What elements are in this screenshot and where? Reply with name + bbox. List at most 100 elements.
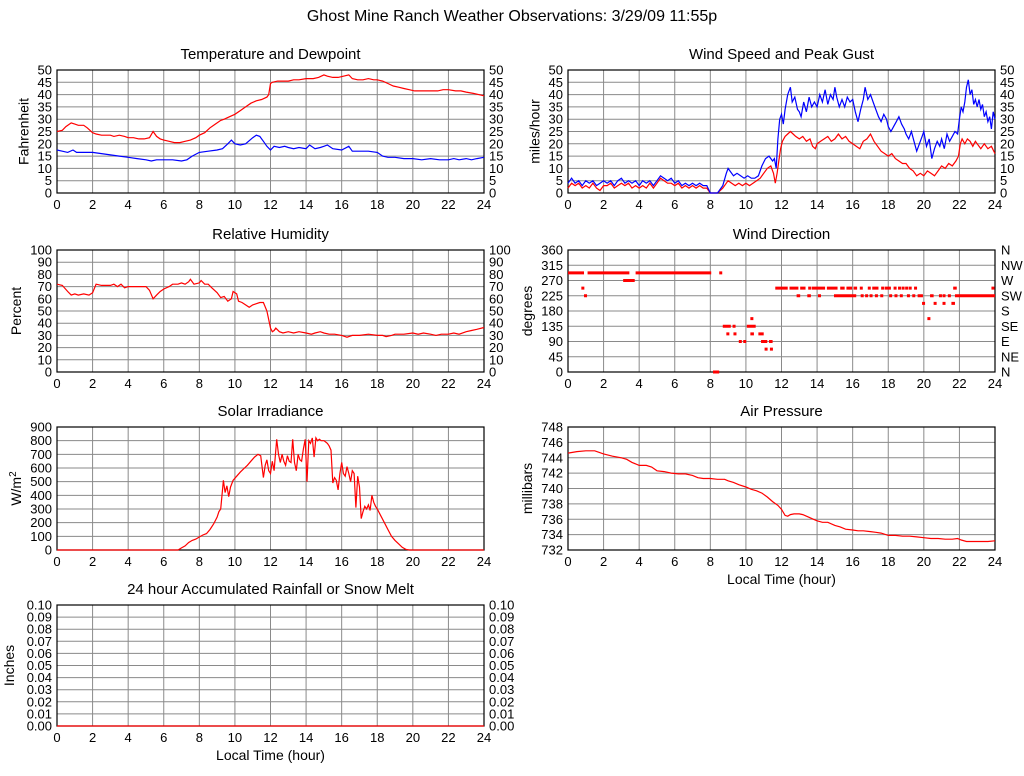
svg-text:22: 22 [441, 730, 455, 745]
svg-text:0.08: 0.08 [27, 622, 52, 637]
svg-text:35: 35 [489, 99, 503, 114]
svg-text:14: 14 [299, 730, 313, 745]
x-tick-labels: 0 2 4 6 8 10 12 14 16 18 20 22 24 [564, 554, 1002, 569]
svg-text:24: 24 [988, 376, 1002, 391]
chart-title: Air Pressure [740, 403, 823, 420]
svg-text:40: 40 [489, 316, 503, 331]
svg-text:0.04: 0.04 [27, 670, 52, 685]
grid-lines [57, 427, 484, 550]
svg-text:2: 2 [89, 376, 96, 391]
svg-text:900: 900 [30, 420, 52, 435]
svg-text:0.03: 0.03 [27, 682, 52, 697]
svg-text:315: 315 [541, 258, 563, 273]
svg-text:70: 70 [489, 279, 503, 294]
svg-text:20: 20 [489, 340, 503, 355]
svg-text:16: 16 [845, 554, 859, 569]
y-axis-label: miles/hour [526, 99, 542, 164]
series-wind-direction [568, 271, 995, 374]
svg-text:0: 0 [556, 365, 563, 380]
svg-text:NE: NE [1001, 349, 1019, 364]
x-tick-labels: 0 2 4 6 8 10 12 14 16 18 20 22 24 [53, 197, 491, 212]
svg-text:40: 40 [38, 316, 52, 331]
svg-text:20: 20 [406, 554, 420, 569]
svg-text:0.09: 0.09 [27, 610, 52, 625]
svg-text:15: 15 [489, 149, 503, 164]
svg-text:12: 12 [774, 554, 788, 569]
svg-text:S: S [1001, 304, 1010, 319]
svg-text:2: 2 [600, 197, 607, 212]
svg-text:0.05: 0.05 [27, 658, 52, 673]
svg-text:10: 10 [38, 352, 52, 367]
chart-title: Relative Humidity [212, 226, 329, 243]
svg-text:90: 90 [549, 334, 563, 349]
chart-title: Wind Speed and Peak Gust [689, 46, 875, 63]
svg-text:18: 18 [881, 376, 895, 391]
svg-text:0.07: 0.07 [489, 634, 514, 649]
svg-text:4: 4 [636, 197, 643, 212]
svg-text:16: 16 [845, 197, 859, 212]
svg-text:15: 15 [38, 149, 52, 164]
svg-text:0: 0 [45, 365, 52, 380]
svg-text:30: 30 [549, 112, 563, 127]
svg-text:14: 14 [810, 554, 824, 569]
svg-text:60: 60 [38, 291, 52, 306]
svg-text:2: 2 [89, 730, 96, 745]
svg-text:20: 20 [1000, 136, 1014, 151]
svg-text:100: 100 [489, 243, 511, 258]
svg-text:22: 22 [952, 376, 966, 391]
svg-text:10: 10 [228, 730, 242, 745]
svg-text:24: 24 [477, 197, 491, 212]
svg-text:15: 15 [549, 149, 563, 164]
x-axis-label: Local Time (hour) [216, 747, 325, 763]
x-tick-labels: 0 2 4 6 8 10 12 14 16 18 20 22 24 [564, 376, 1002, 391]
plot-border [567, 249, 996, 373]
svg-text:22: 22 [441, 197, 455, 212]
svg-text:E: E [1001, 334, 1010, 349]
svg-text:24: 24 [477, 554, 491, 569]
svg-text:4: 4 [636, 554, 643, 569]
svg-text:12: 12 [774, 376, 788, 391]
svg-text:100: 100 [30, 243, 52, 258]
svg-text:0: 0 [53, 730, 60, 745]
svg-text:30: 30 [1000, 112, 1014, 127]
svg-text:0.00: 0.00 [27, 719, 52, 734]
svg-text:25: 25 [38, 124, 52, 139]
svg-text:W: W [1001, 273, 1014, 288]
svg-text:50: 50 [38, 63, 52, 78]
y-tick-labels: 0 N 45 NE 90 E 135 SE 180 S 225 SW 270 W 315 NW 360 N [541, 243, 1023, 380]
svg-text:30: 30 [489, 112, 503, 127]
svg-text:45: 45 [38, 75, 52, 90]
svg-text:6: 6 [671, 554, 678, 569]
svg-text:400: 400 [30, 488, 52, 503]
svg-text:360: 360 [541, 243, 563, 258]
svg-text:5: 5 [1000, 173, 1007, 188]
svg-text:24: 24 [988, 197, 1002, 212]
svg-text:90: 90 [38, 255, 52, 270]
chart-rainfall: 0.00 0.000.01 0.010.02 0.020.03 0.030.04 0.04… [1, 581, 515, 763]
svg-text:45: 45 [1000, 75, 1014, 90]
svg-text:16: 16 [334, 197, 348, 212]
svg-text:70: 70 [38, 279, 52, 294]
svg-text:24: 24 [477, 730, 491, 745]
svg-text:0.01: 0.01 [489, 706, 514, 721]
x-tick-labels: 0 2 4 6 8 10 12 14 16 18 20 22 24 [53, 376, 491, 391]
svg-text:0: 0 [489, 186, 496, 201]
svg-text:10: 10 [739, 554, 753, 569]
svg-text:22: 22 [441, 376, 455, 391]
svg-text:600: 600 [30, 461, 52, 476]
svg-text:40: 40 [489, 87, 503, 102]
svg-text:14: 14 [810, 376, 824, 391]
plot-border [56, 249, 485, 373]
chart-title: Solar Irradiance [218, 403, 324, 420]
svg-text:16: 16 [334, 730, 348, 745]
svg-text:12: 12 [263, 554, 277, 569]
svg-text:270: 270 [541, 273, 563, 288]
plot-border [56, 69, 485, 194]
svg-text:8: 8 [196, 730, 203, 745]
svg-text:0.02: 0.02 [489, 694, 514, 709]
svg-text:0.01: 0.01 [27, 706, 52, 721]
chart-title: 24 hour Accumulated Rainfall or Snow Mel… [127, 581, 415, 598]
